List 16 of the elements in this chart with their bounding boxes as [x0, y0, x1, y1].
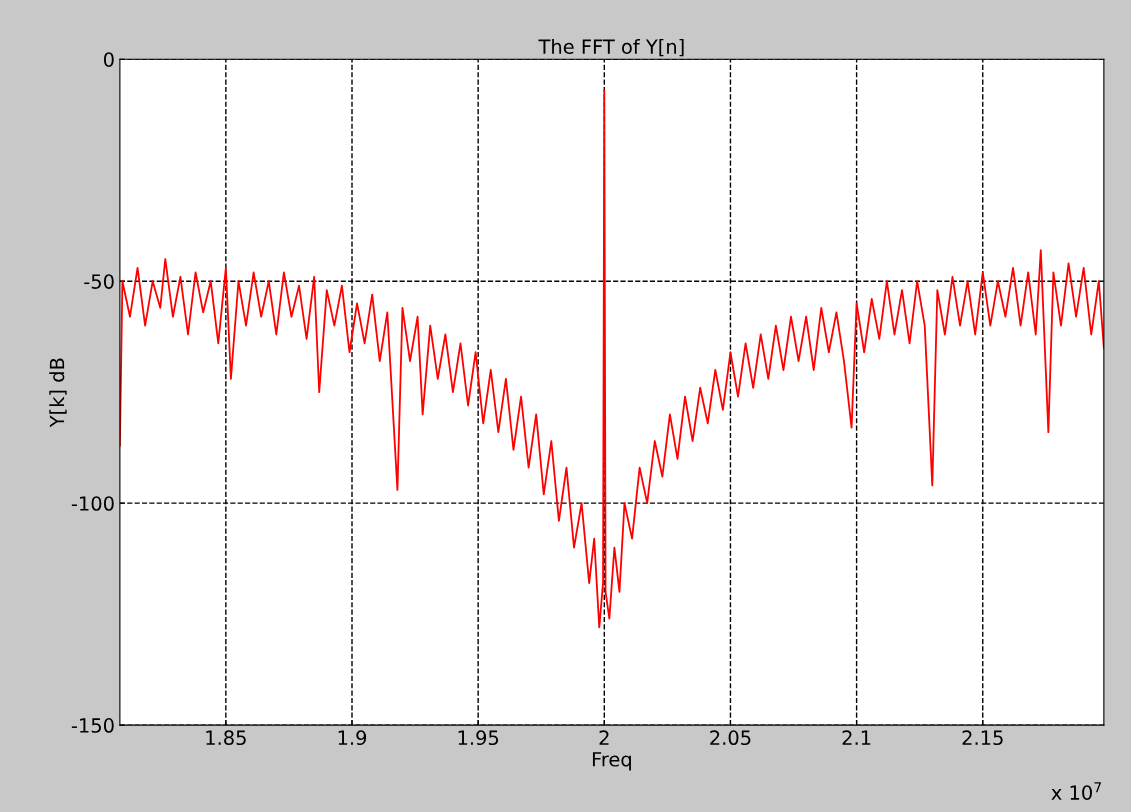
x-tick-label: 1.85 [206, 730, 246, 746]
x-tick-label: 2.15 [962, 730, 1003, 746]
y-tick-label: 0 [103, 52, 114, 67]
x-axis-title: Freq [592, 752, 631, 771]
y-axis-title: Y[k] dB [49, 358, 67, 428]
line-series [119, 89, 1104, 629]
x-tick-label: 1.9 [338, 730, 367, 746]
x-tick-label: 2.05 [710, 730, 751, 746]
chart-title: The FFT of Y[n] [538, 38, 684, 57]
x-tick-label: 2.1 [842, 730, 871, 745]
y-tick-label: -50 [84, 274, 114, 289]
x-tick-label: 2 [599, 730, 609, 745]
y-tick-label: -150 [71, 718, 114, 733]
x-tick-label: 1.95 [458, 730, 499, 746]
text: x 10$^{7}$ [1051, 782, 1101, 800]
y-tick-label: -100 [71, 496, 114, 511]
